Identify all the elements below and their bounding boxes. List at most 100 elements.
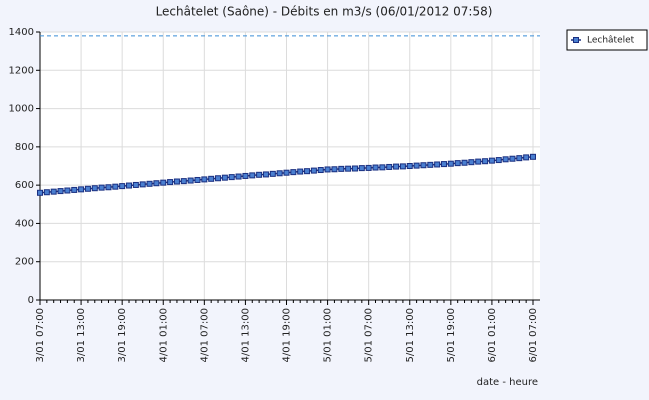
point-marker: [215, 175, 222, 182]
point-marker: [406, 163, 413, 169]
x-tick-label: 5/01 13:00: [405, 308, 416, 362]
point-marker: [78, 186, 85, 193]
y-tick-label: 1400: [9, 27, 34, 38]
point-marker: [351, 165, 358, 172]
point-marker: [338, 165, 345, 172]
point-marker: [194, 176, 201, 183]
point-marker: [297, 168, 304, 175]
point-marker: [399, 163, 406, 170]
point-marker: [276, 170, 283, 177]
x-tick-label: 4/01 13:00: [240, 308, 251, 362]
point-marker: [146, 180, 153, 187]
point-marker: [427, 161, 434, 168]
x-tick-label: 5/01 07:00: [364, 308, 375, 362]
y-tick-label: 400: [15, 218, 34, 229]
point-marker: [345, 165, 352, 172]
x-tick-label: 4/01 07:00: [199, 308, 210, 362]
point-marker: [269, 170, 276, 177]
point-marker: [331, 166, 338, 173]
point-marker: [420, 162, 427, 169]
x-tick-label: 4/01 01:00: [158, 308, 169, 362]
plot-area: [40, 32, 540, 300]
point-marker: [249, 172, 256, 179]
point-marker: [91, 185, 98, 192]
point-marker: [523, 154, 530, 161]
point-marker: [153, 180, 160, 187]
point-marker: [221, 174, 228, 181]
point-marker: [530, 153, 536, 160]
point-marker: [43, 189, 50, 196]
x-tick-label: 3/01 07:00: [35, 308, 46, 362]
point-marker: [71, 186, 78, 193]
y-tick-label: 600: [15, 180, 34, 191]
legend-box: [566, 29, 648, 51]
point-marker: [173, 178, 180, 185]
point-marker: [358, 165, 365, 172]
legend-label: Lechâtelet: [587, 36, 635, 46]
point-marker: [290, 169, 297, 176]
point-marker: [37, 189, 43, 196]
point-marker: [242, 172, 249, 179]
point-marker: [509, 155, 516, 162]
point-marker: [393, 163, 400, 170]
point-marker: [317, 167, 324, 174]
x-tick-label: 6/01 01:00: [487, 308, 498, 362]
y-tick-label: 0: [28, 295, 34, 306]
point-marker: [235, 173, 242, 180]
x-axis-label: date - heure: [477, 377, 538, 388]
point-marker: [434, 161, 441, 168]
point-marker: [98, 184, 105, 191]
point-marker: [256, 171, 263, 178]
point-marker: [180, 178, 187, 185]
x-tick-label: 5/01 01:00: [323, 308, 334, 362]
x-tick-label: 5/01 19:00: [446, 308, 457, 362]
point-marker: [201, 176, 208, 183]
x-tick-label: 3/01 19:00: [117, 308, 128, 362]
point-marker: [126, 182, 133, 189]
point-marker: [262, 171, 269, 178]
point-marker: [475, 158, 482, 165]
x-tick-label: 6/01 07:00: [528, 308, 539, 362]
point-marker: [132, 181, 139, 188]
point-marker: [160, 179, 167, 186]
point-marker: [105, 184, 112, 191]
chart-title: Lechâtelet (Saône) - Débits en m3/s (06/…: [156, 5, 493, 19]
point-marker: [365, 164, 372, 171]
point-marker: [516, 155, 523, 162]
point-marker: [64, 187, 71, 194]
point-marker: [379, 164, 386, 171]
x-tick-label: 3/01 13:00: [76, 308, 87, 362]
point-marker: [324, 166, 331, 173]
point-marker: [482, 158, 489, 165]
y-tick-label: 1200: [9, 65, 34, 76]
y-tick-label: 1000: [9, 104, 34, 115]
point-marker: [112, 183, 119, 190]
point-marker: [440, 161, 447, 168]
point-marker: [502, 156, 509, 163]
point-marker: [167, 179, 174, 186]
y-tick-label: 800: [15, 142, 34, 153]
point-marker: [461, 159, 468, 166]
point-marker: [488, 157, 495, 164]
point-marker: [208, 175, 215, 182]
point-marker: [310, 167, 317, 174]
point-marker: [119, 183, 126, 190]
point-marker: [187, 177, 194, 184]
point-marker: [283, 169, 290, 176]
y-tick-label: 200: [15, 257, 34, 268]
point-marker: [447, 160, 454, 167]
point-marker: [468, 159, 475, 166]
point-marker: [84, 185, 91, 192]
point-marker: [50, 188, 57, 195]
x-tick-label: 4/01 19:00: [282, 308, 293, 362]
point-marker: [454, 160, 461, 167]
point-marker: [386, 163, 393, 170]
point-marker: [304, 168, 311, 175]
point-marker: [57, 188, 64, 195]
point-marker: [228, 174, 235, 181]
point-marker: [372, 164, 379, 171]
legend-marker: [573, 37, 579, 43]
point-marker: [495, 157, 502, 164]
point-marker: [139, 181, 146, 188]
